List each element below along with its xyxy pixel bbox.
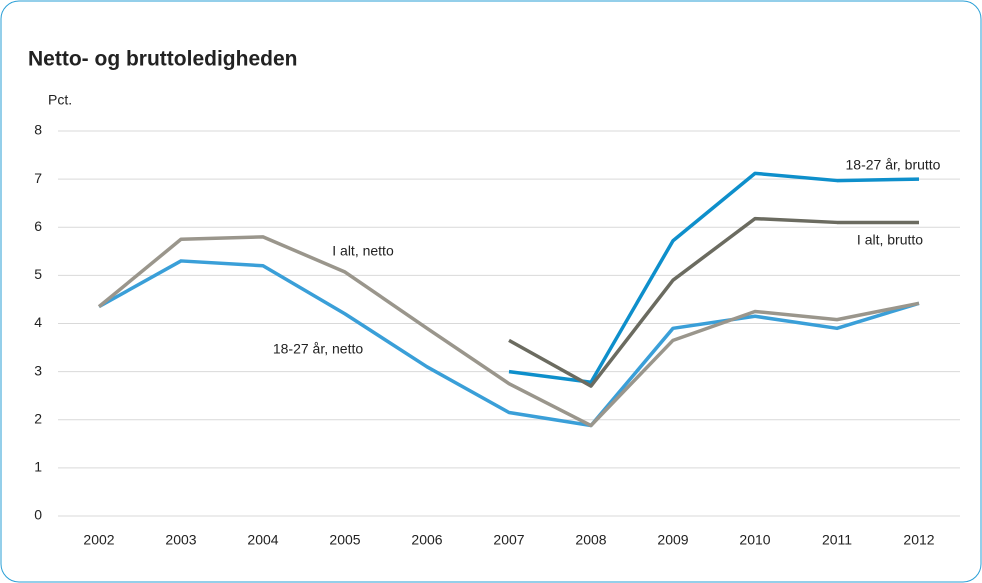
- y-tick-label: 8: [34, 122, 42, 138]
- x-tick-label: 2012: [903, 532, 934, 548]
- y-axis-label: Pct.: [48, 92, 72, 108]
- y-tick-label: 6: [34, 218, 42, 234]
- chart-title: Netto- og bruttoledigheden: [28, 48, 297, 71]
- x-tick-label: 2002: [83, 532, 114, 548]
- x-tick-label: 2008: [575, 532, 606, 548]
- y-tick-label: 2: [34, 410, 42, 426]
- x-tick-label: 2011: [822, 532, 852, 548]
- series-label: 18-27 år, brutto: [846, 157, 941, 173]
- x-tick-label: 2007: [493, 532, 524, 548]
- y-tick-label: 4: [34, 314, 42, 330]
- series-label: I alt, netto: [332, 243, 394, 259]
- x-tick-label: 2006: [411, 532, 442, 548]
- y-tick-label: 5: [34, 266, 42, 282]
- x-tick-label: 2009: [657, 532, 688, 548]
- series-line: [98, 259, 920, 428]
- y-tick-label: 1: [34, 459, 42, 475]
- y-tick-label: 3: [34, 362, 42, 378]
- series-line: [508, 171, 920, 384]
- x-tick-label: 2005: [329, 532, 360, 548]
- x-tick-label: 2004: [247, 532, 278, 548]
- y-tick-label: 7: [34, 170, 42, 186]
- series-line: [97, 235, 920, 428]
- series-label: I alt, brutto: [857, 232, 923, 248]
- series-label: 18-27 år, netto: [273, 341, 364, 357]
- x-tick-label: 2003: [165, 532, 196, 548]
- x-tick-label: 2010: [739, 532, 770, 548]
- series-line: [508, 216, 919, 388]
- y-tick-label: 0: [34, 507, 42, 523]
